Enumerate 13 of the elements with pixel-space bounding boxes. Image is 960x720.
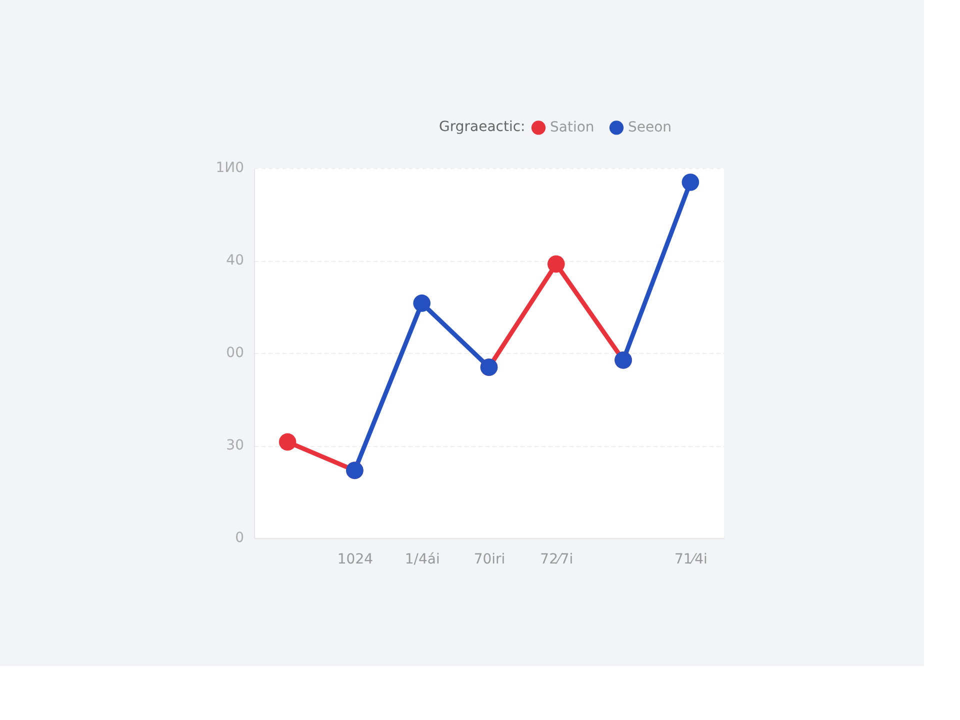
x-tick-label: 71⁄4i <box>674 552 708 568</box>
text: 1И0 <box>216 160 244 176</box>
text: 40 <box>226 252 244 268</box>
x-tick-label: 1024 <box>337 552 374 568</box>
text: 0 <box>235 530 244 546</box>
legend-label: Sation <box>550 120 594 136</box>
legend-title: Grgraeactic: <box>439 119 526 135</box>
x-tick-label: 1/4ái <box>404 552 440 568</box>
legend-label: Seeon <box>628 120 672 136</box>
text: 30 <box>226 438 244 454</box>
x-tick-label: 72⁄7i <box>540 552 574 568</box>
x-tick-label: 70iri <box>474 552 506 568</box>
text: 00 <box>226 345 244 361</box>
